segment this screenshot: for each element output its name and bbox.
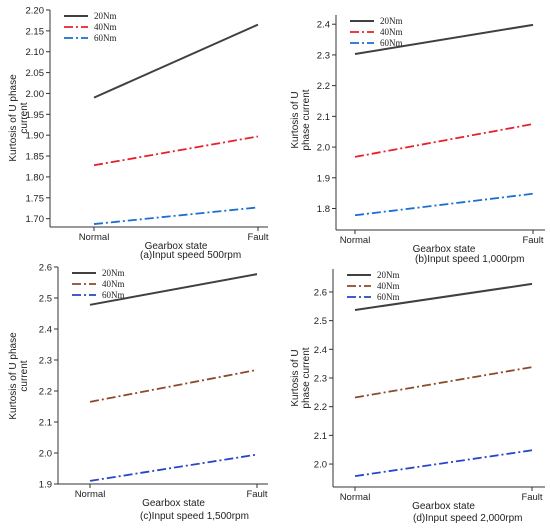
legend-label: 60Nm bbox=[377, 292, 400, 302]
y-tick-label: 1.75 bbox=[26, 193, 45, 204]
y-tick-label: 2.00 bbox=[26, 89, 45, 100]
legend-label: 20Nm bbox=[377, 270, 400, 280]
y-tick-label: 1.9 bbox=[39, 480, 52, 491]
y-tick-label: 1.90 bbox=[26, 131, 45, 142]
series-line-40Nm bbox=[354, 123, 534, 158]
y-tick-label: 2.0 bbox=[314, 460, 327, 471]
series-line-40Nm bbox=[354, 366, 533, 399]
x-tick-label: Normal bbox=[340, 235, 371, 246]
x-axis-title: Gearbox state bbox=[413, 244, 476, 255]
y-tick-label: 2.15 bbox=[26, 26, 45, 37]
series-line-40Nm bbox=[93, 135, 259, 167]
series-line-60Nm bbox=[354, 192, 534, 217]
y-tick-label: 2.1 bbox=[314, 431, 327, 442]
y-tick-label: 2.5 bbox=[314, 316, 327, 327]
legend-label: 60Nm bbox=[94, 33, 117, 43]
series-line-20Nm bbox=[354, 23, 534, 55]
y-tick-label: 2.4 bbox=[39, 325, 52, 336]
chart-panel-2: 1.9 2.0 2.1 2.2 2.3 2.4 2.5 2.6 Normal Fault Gearb… bbox=[8, 263, 268, 522]
legend-label: 20Nm bbox=[102, 268, 125, 278]
y-tick-label: 2.0 bbox=[39, 449, 52, 460]
y-tick-label: 1.95 bbox=[26, 110, 45, 121]
y-axis-title: Kurtosis of U phasecurrent bbox=[8, 332, 30, 420]
x-tick-label: Fault bbox=[521, 492, 542, 503]
y-tick-label: 2.3 bbox=[39, 356, 52, 367]
y-tick-label: 2.6 bbox=[314, 287, 327, 298]
y-tick-label: 2.20 bbox=[26, 6, 45, 17]
y-tick-label: 2.3 bbox=[317, 50, 330, 61]
y-tick-label: 1.85 bbox=[26, 152, 45, 163]
panel-caption: (a)Input speed 500rpm bbox=[140, 250, 241, 261]
series-line-60Nm bbox=[93, 206, 259, 225]
panel-caption: (c)Input speed 1,500rpm bbox=[140, 511, 249, 522]
series-line-60Nm bbox=[89, 453, 258, 482]
y-tick-label: 1.8 bbox=[317, 204, 330, 215]
x-tick-label: Fault bbox=[246, 489, 267, 500]
x-axis-title: Gearbox state bbox=[142, 498, 205, 509]
series-line-60Nm bbox=[354, 449, 533, 477]
y-tick-label: 2.3 bbox=[314, 374, 327, 385]
y-tick-label: 2.05 bbox=[26, 68, 45, 79]
chart-panel-3: 2.0 2.1 2.2 2.3 2.4 2.5 2.6 Normal Fault Gearbox … bbox=[290, 269, 545, 524]
x-tick-label: Normal bbox=[340, 492, 371, 503]
y-axis-title: Kurtosis of Uphase current bbox=[290, 347, 312, 408]
x-axis-title: Gearbox state bbox=[145, 241, 208, 252]
panel-caption: (b)Input speed 1,000rpm bbox=[415, 254, 525, 265]
y-tick-label: 2.10 bbox=[26, 47, 45, 58]
y-tick-label: 2.2 bbox=[317, 81, 330, 92]
legend-label: 20Nm bbox=[380, 16, 403, 26]
y-tick-label: 2.4 bbox=[314, 345, 327, 356]
series-line-40Nm bbox=[89, 369, 258, 403]
x-tick-label: Fault bbox=[522, 235, 543, 246]
x-tick-label: Fault bbox=[247, 232, 268, 243]
legend-label: 40Nm bbox=[380, 27, 403, 37]
panel-caption: (d)Input speed 2,000rpm bbox=[413, 513, 523, 524]
y-tick-label: 2.1 bbox=[39, 418, 52, 429]
legend-label: 40Nm bbox=[377, 281, 400, 291]
y-axis-title: Kurtosis of Uphase current bbox=[290, 89, 312, 150]
legend-label: 20Nm bbox=[94, 11, 117, 21]
y-tick-label: 2.6 bbox=[39, 263, 52, 274]
legend-label: 40Nm bbox=[102, 279, 125, 289]
series-line-20Nm bbox=[89, 273, 258, 306]
legend-label: 40Nm bbox=[94, 22, 117, 32]
legend-label: 60Nm bbox=[380, 38, 403, 48]
x-tick-label: Normal bbox=[75, 489, 106, 500]
y-tick-label: 1.80 bbox=[26, 172, 45, 183]
series-line-20Nm bbox=[354, 282, 533, 312]
y-tick-label: 2.2 bbox=[39, 387, 52, 398]
y-tick-label: 1.9 bbox=[317, 173, 330, 184]
chart-panel-1: 1.8 1.9 2.0 2.1 2.2 2.3 2.4 Normal Fault Gearbox … bbox=[290, 15, 545, 265]
y-tick-label: 2.0 bbox=[317, 143, 330, 154]
legend-label: 60Nm bbox=[102, 290, 125, 300]
y-tick-label: 1.70 bbox=[26, 214, 45, 225]
x-axis-title: Gearbox state bbox=[412, 501, 475, 512]
y-tick-label: 2.1 bbox=[317, 112, 330, 123]
y-axis-title: Kurtosis of U phasecurrent bbox=[8, 74, 30, 162]
y-tick-label: 2.2 bbox=[314, 402, 327, 413]
y-tick-label: 2.5 bbox=[39, 294, 52, 305]
chart-panel-0: 1.70 1.75 1.80 1.85 1.90 1.95 2.00 2.05 2.10 2.15… bbox=[8, 6, 269, 262]
y-tick-label: 2.4 bbox=[317, 20, 330, 31]
series-line-20Nm bbox=[93, 23, 259, 99]
x-tick-label: Normal bbox=[79, 232, 110, 243]
